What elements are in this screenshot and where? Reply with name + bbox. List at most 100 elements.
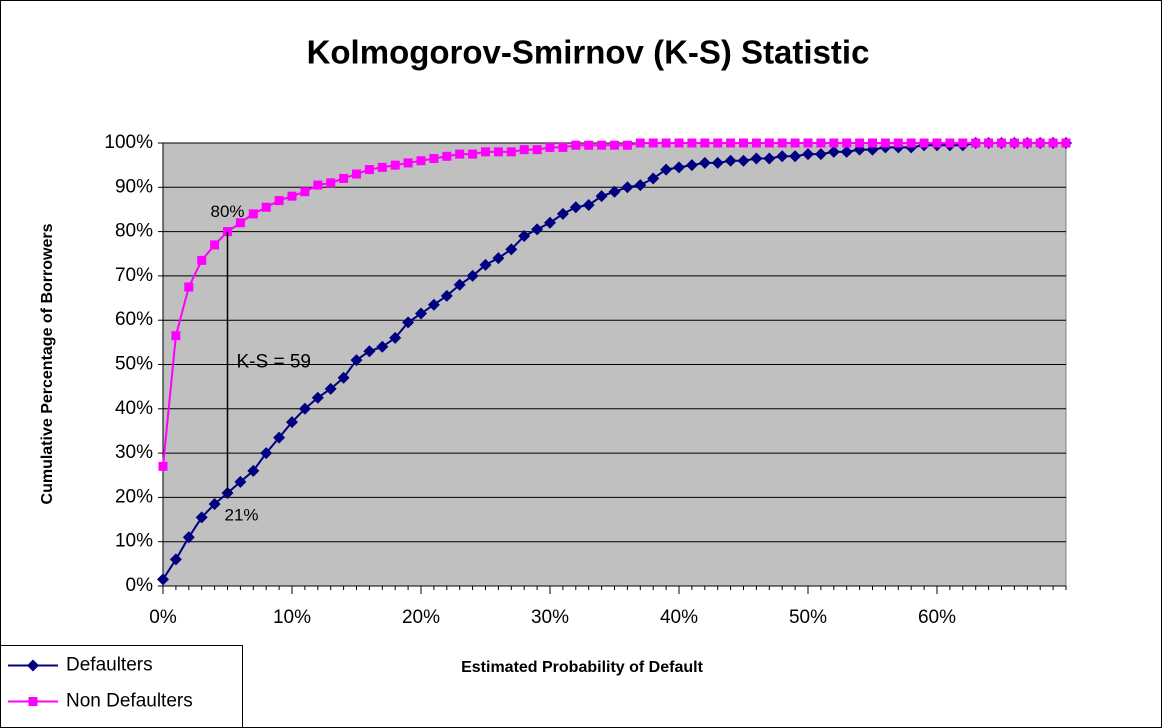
point bbox=[726, 138, 736, 148]
point bbox=[479, 258, 492, 271]
x-tick-label: 60% bbox=[918, 607, 956, 628]
x-axis-label: Estimated Probability of Default bbox=[461, 659, 703, 676]
y-tick-label: 30% bbox=[115, 442, 153, 463]
legend-label: Defaulters bbox=[66, 655, 153, 676]
point bbox=[208, 498, 221, 511]
point bbox=[532, 145, 542, 155]
point bbox=[481, 147, 490, 157]
x-tick-label: 50% bbox=[789, 607, 827, 628]
point bbox=[1009, 138, 1019, 148]
point bbox=[326, 178, 336, 188]
point bbox=[751, 138, 761, 148]
y-tick-label: 80% bbox=[115, 221, 153, 242]
point bbox=[776, 150, 789, 163]
x-tick-label: 40% bbox=[660, 607, 698, 628]
point bbox=[789, 150, 802, 163]
y-axis-label: Cumulative Percentage of Borrowers bbox=[39, 223, 56, 504]
point bbox=[210, 240, 220, 250]
x-tick-label: 20% bbox=[402, 607, 440, 628]
point bbox=[337, 371, 350, 384]
point bbox=[647, 172, 660, 185]
point bbox=[777, 138, 787, 148]
point bbox=[893, 138, 903, 148]
point bbox=[182, 531, 195, 544]
point bbox=[610, 140, 619, 150]
annotation: 80% bbox=[210, 202, 244, 221]
point bbox=[468, 149, 478, 159]
point bbox=[582, 199, 595, 212]
point bbox=[158, 461, 168, 471]
point bbox=[403, 158, 413, 168]
point bbox=[545, 142, 555, 152]
point bbox=[958, 138, 968, 148]
point bbox=[1048, 138, 1058, 148]
point bbox=[827, 145, 840, 158]
x-tick-label: 10% bbox=[273, 607, 311, 628]
x-tick-label: 0% bbox=[149, 607, 177, 628]
point bbox=[569, 201, 582, 214]
point bbox=[376, 340, 389, 353]
point bbox=[273, 431, 286, 444]
point bbox=[184, 282, 194, 292]
point bbox=[453, 278, 466, 291]
y-tick-label: 0% bbox=[126, 575, 154, 596]
point bbox=[790, 138, 800, 148]
point bbox=[427, 298, 440, 311]
point bbox=[234, 475, 247, 488]
point bbox=[363, 345, 376, 358]
point bbox=[842, 138, 852, 148]
point bbox=[260, 447, 273, 460]
y-tick-label: 60% bbox=[115, 309, 153, 330]
point bbox=[700, 138, 710, 148]
point bbox=[1022, 138, 1032, 148]
y-tick-label: 20% bbox=[115, 486, 153, 507]
point bbox=[608, 185, 621, 198]
point bbox=[673, 161, 685, 174]
point bbox=[352, 169, 361, 179]
point bbox=[648, 138, 658, 148]
point bbox=[674, 138, 684, 148]
point bbox=[455, 149, 465, 159]
point bbox=[350, 354, 363, 367]
point bbox=[377, 162, 387, 172]
point bbox=[298, 402, 311, 415]
point bbox=[416, 156, 426, 166]
point bbox=[868, 138, 877, 148]
point bbox=[247, 464, 260, 477]
point bbox=[687, 138, 697, 148]
legend-marker bbox=[28, 697, 38, 706]
point bbox=[248, 209, 258, 219]
point bbox=[906, 138, 916, 148]
point bbox=[945, 138, 955, 148]
point bbox=[171, 331, 181, 341]
point bbox=[880, 138, 890, 148]
point bbox=[984, 138, 994, 148]
point bbox=[300, 187, 310, 197]
point bbox=[311, 391, 324, 404]
x-tick-label: 30% bbox=[531, 607, 569, 628]
point bbox=[698, 156, 711, 169]
point bbox=[429, 154, 439, 164]
point bbox=[324, 382, 337, 395]
point bbox=[711, 156, 724, 169]
point bbox=[415, 307, 427, 320]
point bbox=[157, 573, 169, 586]
point bbox=[816, 138, 826, 148]
legend-marker bbox=[27, 659, 39, 672]
point bbox=[1035, 138, 1045, 148]
point bbox=[556, 207, 569, 220]
point bbox=[685, 159, 698, 172]
point bbox=[506, 147, 516, 157]
point bbox=[390, 160, 400, 170]
point bbox=[802, 148, 814, 161]
point bbox=[660, 163, 673, 176]
point bbox=[932, 138, 942, 148]
point bbox=[571, 140, 581, 150]
point bbox=[724, 154, 737, 167]
y-tick-label: 10% bbox=[115, 531, 153, 552]
point bbox=[621, 181, 634, 194]
point bbox=[829, 138, 839, 148]
point bbox=[997, 138, 1006, 148]
point bbox=[763, 152, 776, 165]
